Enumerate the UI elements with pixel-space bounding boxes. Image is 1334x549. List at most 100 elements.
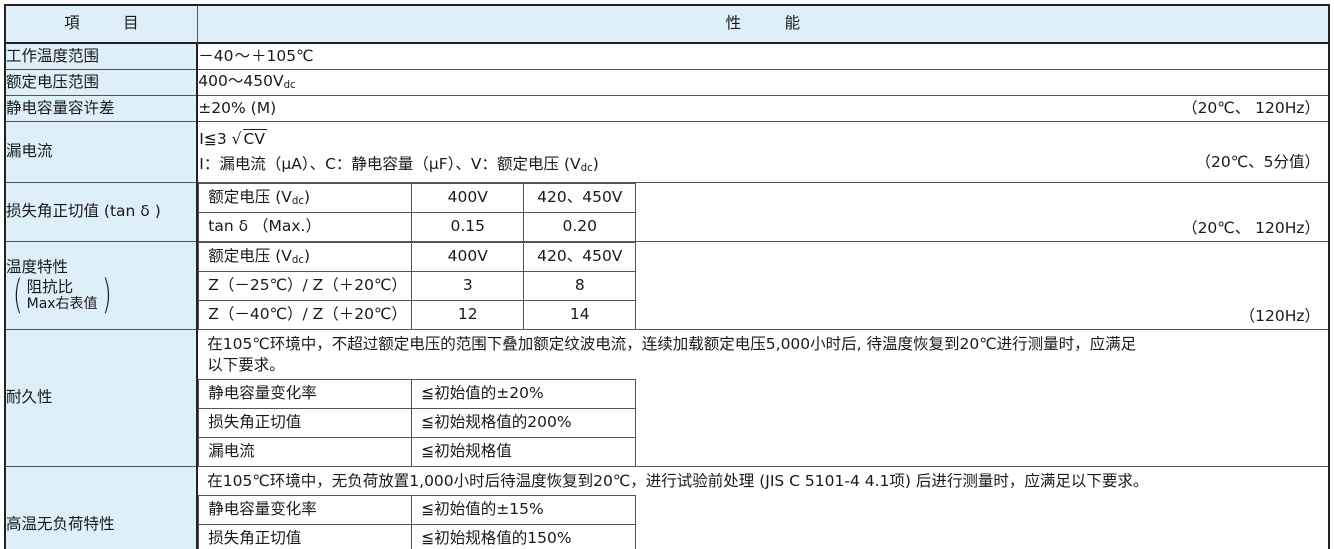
temp-r0-name-text: 额定电压 (V <box>208 246 292 265</box>
temp-note-line2: Max右表值 <box>26 296 98 313</box>
temp-r0-name: 额定电压 (Vdc) <box>198 241 413 272</box>
table-row: 工作温度范围 －40～＋105℃ <box>4 42 1330 70</box>
subtable-row: 损失角正切值 ≦初始规格值的150% <box>198 524 637 549</box>
table-row: 损失角正切值 (tan δ ) 额定电压 (Vdc) 400V 420、450V… <box>4 181 1330 242</box>
row-label-capacitance-tolerance: 静电容量容许差 <box>4 95 199 122</box>
subtable-row: 损失角正切值 ≦初始规格值的200% <box>198 407 637 438</box>
high-temp-r1-value: ≦初始规格值的150% <box>411 524 637 549</box>
operating-temp-min: －40 <box>198 46 234 65</box>
temp-r1-v400: 3 <box>411 270 525 301</box>
endurance-r1-name: 损失角正切值 <box>198 407 413 438</box>
temp-r1-v450: 8 <box>523 270 637 301</box>
rated-voltage-value: 400～450V <box>198 72 284 91</box>
tan-delta-r0-v450: 420、450V <box>523 182 637 213</box>
table-row: 温度特性 ( 阻抗比 Max右表值 ) 额定电压 (Vdc) <box>4 240 1330 330</box>
row-value-capacitance-tolerance: ±20% (M) （20℃、 120Hz） <box>196 95 1330 122</box>
temp-r2-v400: 12 <box>411 299 525 329</box>
row-value-tan-delta: 额定电压 (Vdc) 400V 420、450V tan δ （Max.） 0.… <box>196 181 1330 242</box>
row-value-leakage-current: I≦3 √ CV I：漏电流（μA）、C：静电容量（μF）、V：额定电压 (Vdc… <box>196 121 1330 183</box>
tan-delta-r0-name-end: ) <box>303 187 311 206</box>
temp-note-items: 阻抗比 Max右表值 <box>26 278 99 313</box>
endurance-subtable: 静电容量变化率 ≦初始值的±20% 损失角正切值 ≦初始规格值的200% 漏电流… <box>198 378 637 466</box>
endurance-description-line1: 在105℃环境中，不超过额定电压的范围下叠加额定纹波电流，连续加载额定电压5,0… <box>207 334 1137 353</box>
leakage-formula-prefix: I≦3 <box>199 130 227 148</box>
header-label-performance: 性 能 <box>725 14 815 33</box>
temp-characteristics-annotation: （120Hz） <box>1239 306 1320 325</box>
leakage-current-definition: I：漏电流（μA）、C：静电容量（μF）、V：额定电压 (Vdc) <box>198 153 601 176</box>
tan-delta-r0-name-sub: dc <box>291 195 304 207</box>
temp-r0-v400: 400V <box>411 241 525 272</box>
leakage-definition-subscript: dc <box>580 163 593 175</box>
leakage-definition-text: I：漏电流（μA）、C：静电容量（μF）、V：额定电压 (V <box>199 155 581 174</box>
capacitance-tolerance-annotation: （20℃、 120Hz） <box>1182 98 1320 117</box>
row-label-endurance: 耐久性 <box>4 328 199 467</box>
subtable-row: Z（－40℃）/ Z（＋20℃） 12 14 <box>198 299 637 329</box>
row-label-temp-characteristics: 温度特性 ( 阻抗比 Max右表值 ) <box>4 240 199 330</box>
tan-delta-subtable: 额定电压 (Vdc) 400V 420、450V tan δ （Max.） 0.… <box>198 182 637 241</box>
row-value-high-temp-no-load: 在105℃环境中，无负荷放置1,000小时后待温度恢复到20℃，进行试验前处理 … <box>196 465 1330 549</box>
row-label-rated-voltage: 额定电压范围 <box>4 69 199 96</box>
row-value-operating-temp: －40～＋105℃ <box>196 42 1330 70</box>
endurance-r2-value: ≦初始规格值 <box>411 436 637 466</box>
leakage-current-formula: I≦3 √ CV <box>198 128 1328 149</box>
temp-r2-v450: 14 <box>523 299 637 329</box>
tan-delta-annotation: （20℃、 120Hz） <box>1182 218 1320 237</box>
row-label-operating-temp: 工作温度范围 <box>4 42 199 70</box>
right-paren-icon: ) <box>101 271 112 318</box>
endurance-r0-name: 静电容量变化率 <box>198 378 413 409</box>
row-label-high-temp-no-load: 高温无负荷特性 <box>4 465 199 549</box>
operating-temp-max: ＋105 <box>251 46 297 65</box>
endurance-description: 在105℃环境中，不超过额定电压的范围下叠加额定纹波电流，连续加载额定电压5,0… <box>198 330 1328 379</box>
subtable-row: 静电容量变化率 ≦初始值的±15% <box>198 495 637 526</box>
endurance-description-line2: 以下要求。 <box>207 356 285 375</box>
leakage-formula-radicand: CV <box>242 129 267 148</box>
table-row: 耐久性 在105℃环境中，不超过额定电压的范围下叠加额定纹波电流，连续加载额定电… <box>4 328 1330 467</box>
temp-characteristics-note: ( 阻抗比 Max右表值 ) <box>6 271 196 318</box>
temp-r0-name-end: ) <box>303 246 311 265</box>
high-temp-subtable: 静电容量变化率 ≦初始值的±15% 损失角正切值 ≦初始规格值的150% 漏电流… <box>198 495 637 549</box>
subtable-row: tan δ （Max.） 0.15 0.20 <box>198 211 637 241</box>
subtable-row: Z（－25℃）/ Z（＋20℃） 3 8 <box>198 270 637 301</box>
tan-delta-r0-name: 额定电压 (Vdc) <box>198 182 413 213</box>
subtable-row: 静电容量变化率 ≦初始值的±20% <box>198 378 637 409</box>
header-cell-performance: 性 能 <box>196 4 1330 44</box>
subtable-row: 额定电压 (Vdc) 400V 420、450V <box>198 241 637 272</box>
row-label-leakage-current: 漏电流 <box>4 121 199 183</box>
temp-characteristics-title: 温度特性 <box>6 258 69 277</box>
rated-voltage-subscript: dc <box>283 80 296 92</box>
row-value-rated-voltage: 400～450Vdc <box>196 69 1330 96</box>
table-row: 静电容量容许差 ±20% (M) （20℃、 120Hz） <box>4 95 1330 122</box>
row-value-endurance: 在105℃环境中，不超过额定电压的范围下叠加额定纹波电流，连续加载额定电压5,0… <box>196 328 1330 467</box>
header-cell-item: 項 目 <box>4 4 198 44</box>
high-temp-r0-value: ≦初始值的±15% <box>411 495 637 526</box>
tan-delta-r1-v450: 0.20 <box>523 211 637 241</box>
left-paren-icon: ( <box>12 271 23 318</box>
subtable-row: 漏电流 ≦初始规格值 <box>198 436 637 466</box>
tan-delta-r0-v400: 400V <box>411 182 525 213</box>
table-row: 高温无负荷特性 在105℃环境中，无负荷放置1,000小时后待温度恢复到20℃，… <box>4 465 1330 549</box>
capacitance-tolerance-value: ±20% (M) <box>198 98 277 117</box>
temp-r0-name-sub: dc <box>291 254 304 266</box>
row-value-temp-characteristics: 额定电压 (Vdc) 400V 420、450V Z（－25℃）/ Z（＋20℃… <box>196 240 1330 330</box>
table-header-row: 項 目 性 能 <box>4 4 1330 44</box>
temp-r0-v450: 420、450V <box>523 241 637 272</box>
temp-r1-name: Z（－25℃）/ Z（＋20℃） <box>198 270 413 301</box>
specification-table: 項 目 性 能 工作温度范围 －40～＋105℃ 额定电压范围 400～450V… <box>4 4 1330 549</box>
tan-delta-r1-v400: 0.15 <box>411 211 525 241</box>
operating-temp-tilde: ～ <box>234 46 251 65</box>
endurance-r2-name: 漏电流 <box>198 436 413 466</box>
tan-delta-r0-name-text: 额定电压 (V <box>208 187 292 206</box>
header-label-item: 項 目 <box>64 14 153 33</box>
high-temp-description: 在105℃环境中，无负荷放置1,000小时后待温度恢复到20℃，进行试验前处理 … <box>207 471 1149 490</box>
table-row: 漏电流 I≦3 √ CV I：漏电流（μA）、C：静电容量（μF）、V：额定电压 … <box>4 121 1330 183</box>
high-temp-r0-name: 静电容量变化率 <box>198 495 413 526</box>
operating-temp-unit: ℃ <box>296 46 314 65</box>
table-row: 额定电压范围 400～450Vdc <box>4 69 1330 96</box>
temp-r2-name: Z（－40℃）/ Z（＋20℃） <box>198 299 413 329</box>
high-temp-r1-name: 损失角正切值 <box>198 524 413 549</box>
temp-note-line1: 阻抗比 <box>26 277 74 296</box>
leakage-definition-close: ) <box>592 155 599 174</box>
temp-characteristics-subtable: 额定电压 (Vdc) 400V 420、450V Z（－25℃）/ Z（＋20℃… <box>198 241 637 329</box>
endurance-r0-value: ≦初始值的±20% <box>411 378 637 409</box>
